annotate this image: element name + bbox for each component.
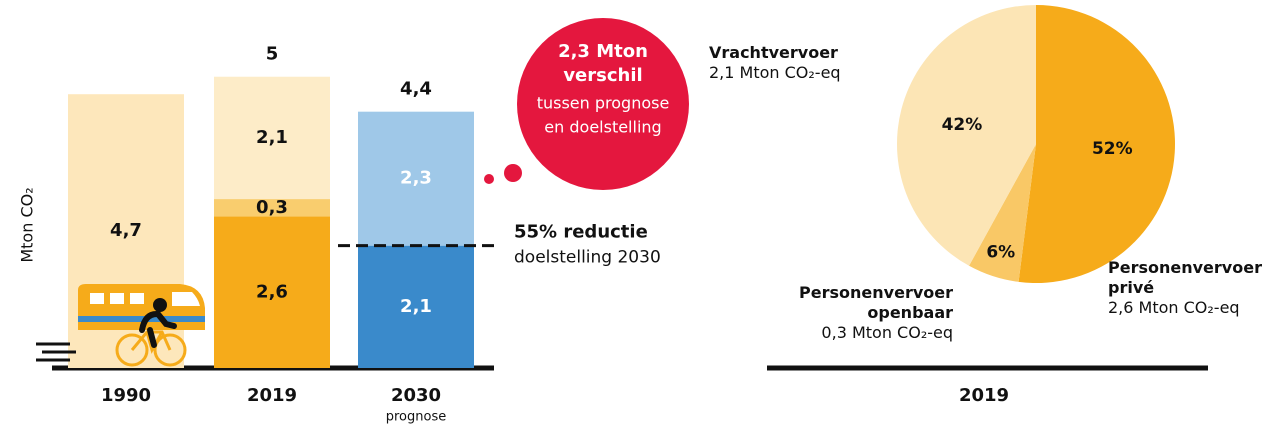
pie-slice xyxy=(1018,5,1175,283)
category-note: 0,3 Mton CO₂-eq xyxy=(821,323,953,342)
callout-dot xyxy=(504,164,522,182)
pie-slice xyxy=(897,5,1036,266)
bar-segment xyxy=(358,245,474,368)
category-note: 2,1 Mton CO₂-eq xyxy=(709,63,841,82)
pie-category: Vrachtvervoer 2,1 Mton CO₂-eq xyxy=(709,43,909,83)
pie-chart: 52% 6% 42% 2019 xyxy=(897,5,1175,406)
pie-slice xyxy=(969,144,1036,282)
value-label: 0,3 xyxy=(256,197,288,218)
bar-segment xyxy=(214,76,330,200)
category-note: 2,6 Mton CO₂-eq xyxy=(1108,298,1240,317)
callout-text: tussen prognose xyxy=(537,94,670,113)
x-tick-note: prognose xyxy=(386,410,446,425)
callout-title: verschil xyxy=(563,65,642,86)
bar-segment xyxy=(214,216,330,368)
bar-chart: Mton CO₂ 4,7 1990 2,6 0,3 2,1 5 2019 2,1 2,3 4,4 20… xyxy=(18,18,689,425)
x-tick-label: 2019 xyxy=(247,385,297,406)
cyclist-icon xyxy=(115,298,187,367)
callout-text: en doelstelling xyxy=(544,118,661,137)
category-name: Personenvervoer privé xyxy=(1108,258,1262,297)
pie-category: Personenvervoer privé 2,6 Mton CO₂-eq xyxy=(1108,258,1283,318)
value-label: 2,3 xyxy=(400,168,432,189)
pie-category: Personenvervoer openbaar 0,3 Mton CO₂-eq xyxy=(760,283,953,343)
pie-value-label: 42% xyxy=(942,115,983,135)
x-axis-label: 2019 xyxy=(959,385,1009,406)
train-icon xyxy=(36,284,205,362)
target-title: 55% reductie xyxy=(514,222,648,243)
callout-title: 2,3 Mton xyxy=(558,41,648,62)
callout-bubble xyxy=(517,18,689,190)
category-name: Personenvervoer openbaar xyxy=(799,283,953,322)
y-axis-label: Mton CO₂ xyxy=(18,187,37,262)
total-label: 5 xyxy=(266,44,279,65)
pie-value-label: 52% xyxy=(1092,139,1133,159)
total-label: 4,4 xyxy=(400,79,432,100)
bar-segment xyxy=(358,111,474,246)
x-tick-label: 2030 xyxy=(391,385,441,406)
bar-segment xyxy=(214,199,330,217)
target-subtitle: doelstelling 2030 xyxy=(514,248,661,268)
x-tick-label: 1990 xyxy=(101,385,151,406)
callout-dot xyxy=(484,174,494,184)
value-label: 2,1 xyxy=(256,127,288,148)
pie-value-label: 6% xyxy=(986,242,1015,262)
value-label: 4,7 xyxy=(110,220,142,241)
value-label: 2,1 xyxy=(400,296,432,317)
category-name: Vrachtvervoer xyxy=(709,43,838,62)
value-label: 2,6 xyxy=(256,281,288,302)
